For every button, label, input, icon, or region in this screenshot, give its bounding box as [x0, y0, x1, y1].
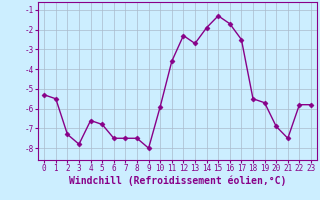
X-axis label: Windchill (Refroidissement éolien,°C): Windchill (Refroidissement éolien,°C)	[69, 176, 286, 186]
